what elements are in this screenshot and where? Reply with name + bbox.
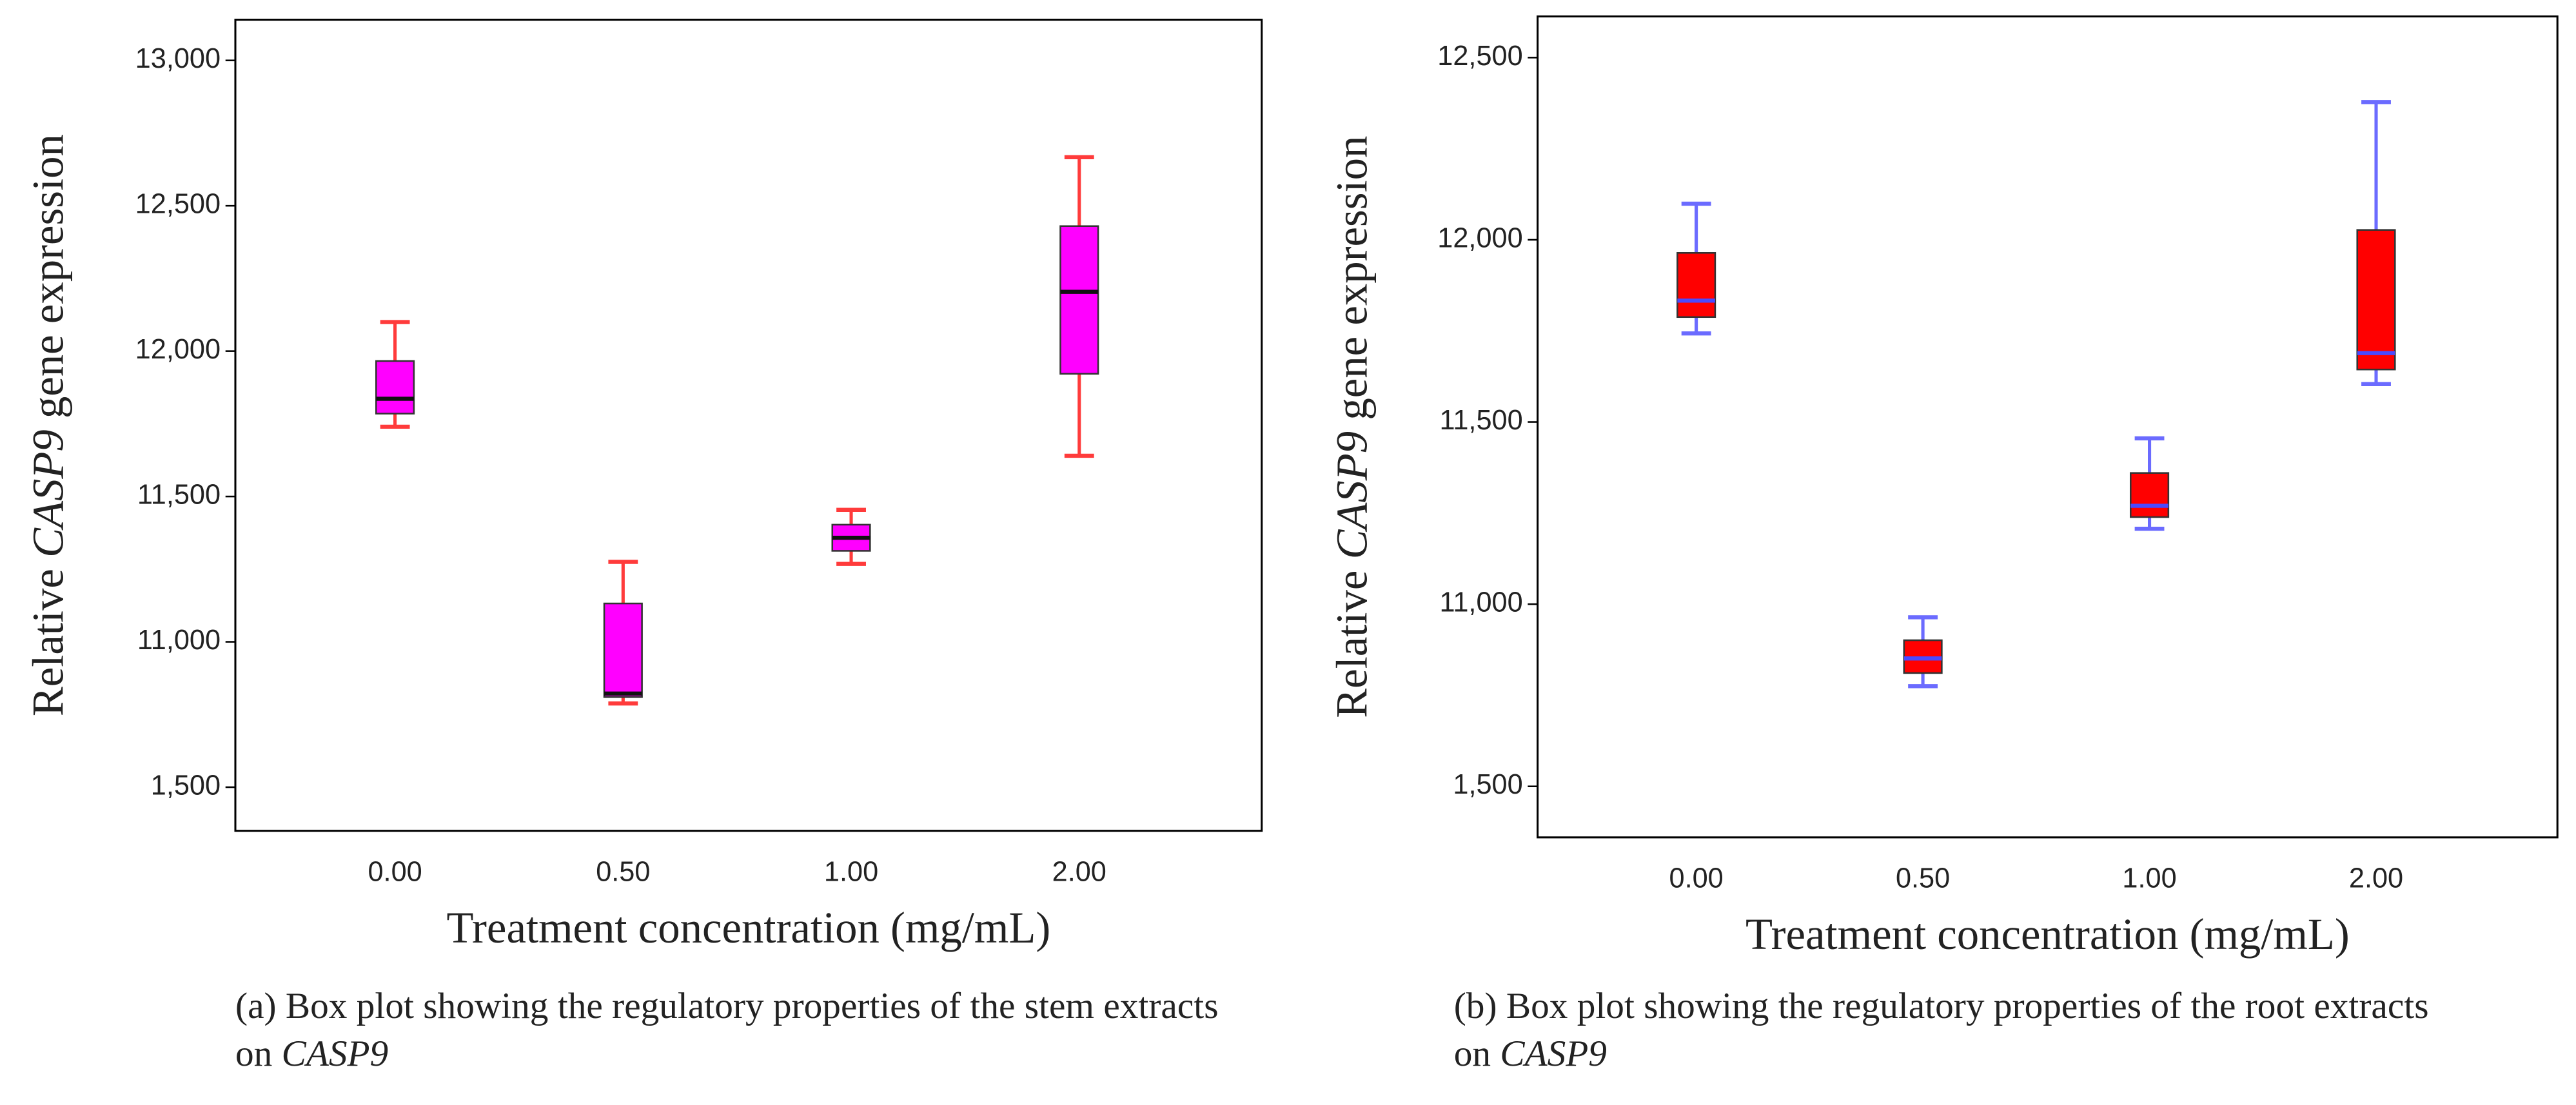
x-tick-label: 1.00: [2122, 863, 2176, 894]
box: [2129, 472, 2170, 518]
y-tick-label: 12,000: [1437, 222, 1522, 253]
box: [1059, 225, 1099, 375]
y-tick-label: 12,500: [1437, 41, 1522, 72]
y-axis-label-part: gene expression: [24, 134, 73, 429]
box: [603, 602, 643, 698]
caption-box: (b) Box plot showing the regulatory prop…: [1454, 982, 2456, 1078]
y-axis-label: Relative CASP9 gene expression: [1328, 136, 1377, 718]
caption-part: CASP9: [1500, 1033, 1607, 1075]
y-tick-label: 13,000: [135, 43, 221, 74]
y-tick-label: 12,000: [135, 334, 221, 365]
caption-part: (a) Box plot showing the regulatory prop…: [235, 985, 1219, 1075]
y-tick-label: 1,500: [151, 770, 221, 801]
plot-frame: [1537, 15, 2559, 839]
caption: (b) Box plot showing the regulatory prop…: [1454, 982, 2456, 1078]
y-axis-label-part: Relative: [1328, 559, 1377, 718]
x-tick-label: 0.00: [1669, 863, 1724, 894]
y-axis-label: Relative CASP9 gene expression: [24, 134, 73, 716]
caption-part: (b) Box plot showing the regulatory prop…: [1453, 985, 2429, 1075]
x-tick-label: 2.00: [1052, 856, 1106, 887]
y-tick-label: 11,000: [137, 625, 221, 656]
y-axis-label-part: Relative: [24, 558, 73, 716]
x-tick-label: 0.00: [368, 856, 422, 887]
x-tick-label: 1.00: [824, 856, 878, 887]
y-tick-label: 11,500: [1440, 405, 1523, 436]
x-tick-label: 0.50: [596, 856, 650, 887]
caption: (a) Box plot showing the regulatory prop…: [235, 982, 1237, 1078]
y-axis-label-part: gene expression: [1328, 136, 1377, 431]
x-axis-label: Treatment concentration (mg/mL): [446, 903, 1050, 952]
caption-box: (a) Box plot showing the regulatory prop…: [235, 982, 1237, 1078]
x-tick-label: 0.50: [1896, 863, 1950, 894]
y-tick-label: 12,500: [135, 189, 221, 220]
box: [1676, 252, 1716, 318]
plot-frame: [234, 19, 1263, 832]
y-tick-label: 11,000: [1440, 587, 1523, 618]
y-axis-label-part: CASP9: [24, 429, 73, 558]
y-tick-label: 1,500: [1453, 769, 1522, 800]
box: [375, 360, 415, 415]
y-axis-label-part: CASP9: [1328, 431, 1377, 560]
box: [2356, 229, 2396, 371]
x-tick-label: 2.00: [2349, 863, 2403, 894]
caption-part: CASP9: [281, 1033, 389, 1075]
x-axis-label: Treatment concentration (mg/mL): [1745, 910, 2350, 959]
y-tick-label: 11,500: [137, 480, 221, 511]
